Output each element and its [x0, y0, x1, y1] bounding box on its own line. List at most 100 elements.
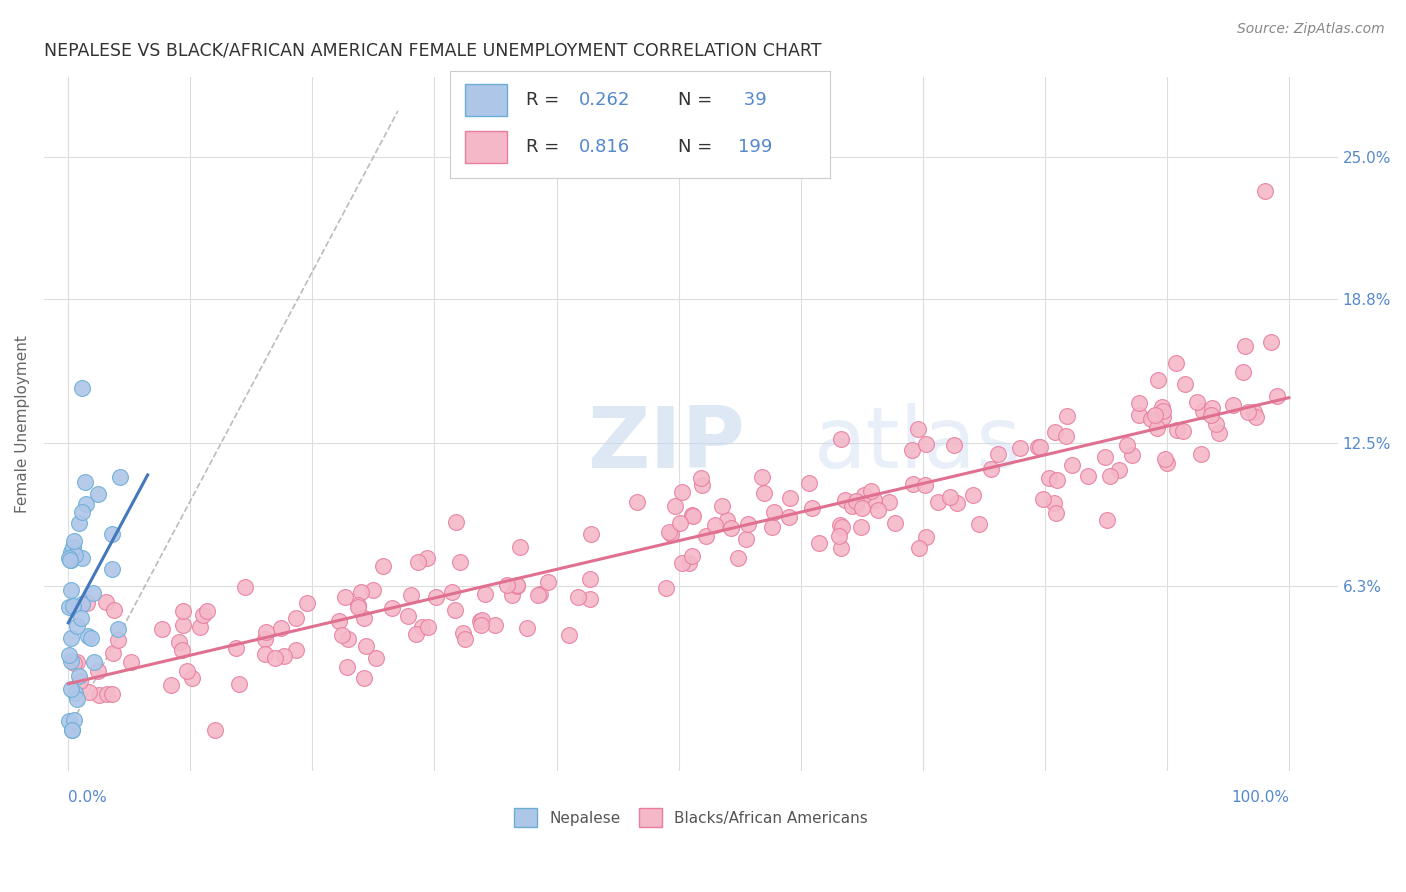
- Point: [1032, 491, 1054, 506]
- Point: [353, 671, 375, 685]
- Text: atlas: atlas: [814, 403, 1022, 486]
- Point: [335, 660, 357, 674]
- Point: [75, 475, 97, 490]
- Point: [89, 688, 111, 702]
- Point: [484, 617, 506, 632]
- Text: NEPALESE VS BLACK/AFRICAN AMERICAN FEMALE UNEMPLOYMENT CORRELATION CHART: NEPALESE VS BLACK/AFRICAN AMERICAN FEMAL…: [44, 42, 821, 60]
- Point: [927, 495, 949, 509]
- Point: [682, 508, 704, 523]
- Point: [1185, 395, 1208, 409]
- Point: [60, 723, 83, 737]
- Point: [682, 549, 704, 563]
- Point: [980, 462, 1002, 476]
- Point: [62, 599, 84, 613]
- Point: [350, 585, 373, 599]
- Point: [1208, 425, 1230, 440]
- Point: [1260, 335, 1282, 350]
- Point: [63, 549, 86, 563]
- Point: [1153, 410, 1175, 425]
- Point: [87, 665, 110, 679]
- Point: [253, 647, 276, 661]
- Point: [1174, 377, 1197, 392]
- Point: [295, 596, 318, 610]
- Text: R =: R =: [526, 138, 565, 156]
- Text: Source: ZipAtlas.com: Source: ZipAtlas.com: [1237, 22, 1385, 37]
- Point: [415, 551, 437, 566]
- Point: [373, 558, 395, 573]
- Point: [70, 505, 93, 519]
- Point: [801, 500, 824, 515]
- Point: [285, 642, 308, 657]
- Point: [678, 556, 700, 570]
- Point: [664, 499, 686, 513]
- Point: [671, 556, 693, 570]
- Point: [170, 643, 193, 657]
- Point: [67, 516, 90, 530]
- Point: [690, 471, 713, 485]
- Point: [1199, 408, 1222, 422]
- Point: [831, 520, 853, 534]
- Point: [853, 488, 876, 502]
- Point: [863, 493, 886, 508]
- Point: [270, 621, 292, 635]
- Point: [716, 513, 738, 527]
- Point: [946, 496, 969, 510]
- Point: [720, 521, 742, 535]
- Point: [830, 432, 852, 446]
- Text: N =: N =: [678, 138, 717, 156]
- Point: [446, 516, 468, 530]
- Point: [66, 655, 89, 669]
- Point: [808, 535, 831, 549]
- Point: [1166, 423, 1188, 437]
- Point: [150, 623, 173, 637]
- Point: [752, 486, 775, 500]
- Point: [737, 516, 759, 531]
- Point: [659, 527, 682, 541]
- Text: N =: N =: [678, 91, 717, 109]
- Point: [845, 494, 868, 508]
- Point: [506, 579, 529, 593]
- Point: [830, 541, 852, 555]
- Point: [900, 443, 922, 458]
- Point: [474, 587, 496, 601]
- Point: [108, 470, 131, 484]
- Point: [841, 499, 863, 513]
- Point: [579, 527, 602, 541]
- Point: [1062, 458, 1084, 473]
- Point: [626, 494, 648, 508]
- Point: [101, 686, 124, 700]
- Point: [471, 614, 494, 628]
- Point: [454, 632, 477, 646]
- Point: [1244, 410, 1267, 425]
- Point: [396, 609, 419, 624]
- Point: [1043, 496, 1066, 510]
- Point: [83, 655, 105, 669]
- Point: [361, 583, 384, 598]
- Point: [1146, 420, 1168, 434]
- Point: [58, 648, 80, 662]
- Point: [567, 590, 589, 604]
- Point: [908, 541, 931, 555]
- Point: [1232, 365, 1254, 379]
- Point: [1010, 441, 1032, 455]
- Point: [1115, 438, 1137, 452]
- Point: [333, 590, 356, 604]
- Point: [969, 517, 991, 532]
- Point: [1152, 400, 1174, 414]
- Point: [58, 550, 80, 565]
- Point: [527, 588, 550, 602]
- Point: [751, 469, 773, 483]
- Point: [1222, 398, 1244, 412]
- Point: [381, 600, 404, 615]
- Point: [1265, 388, 1288, 402]
- FancyBboxPatch shape: [465, 84, 508, 116]
- Point: [779, 510, 801, 524]
- Point: [1140, 412, 1163, 426]
- Point: [406, 555, 429, 569]
- Point: [1237, 405, 1260, 419]
- Point: [1205, 417, 1227, 432]
- Point: [939, 490, 962, 504]
- Point: [167, 635, 190, 649]
- Point: [160, 678, 183, 692]
- Point: [425, 590, 447, 604]
